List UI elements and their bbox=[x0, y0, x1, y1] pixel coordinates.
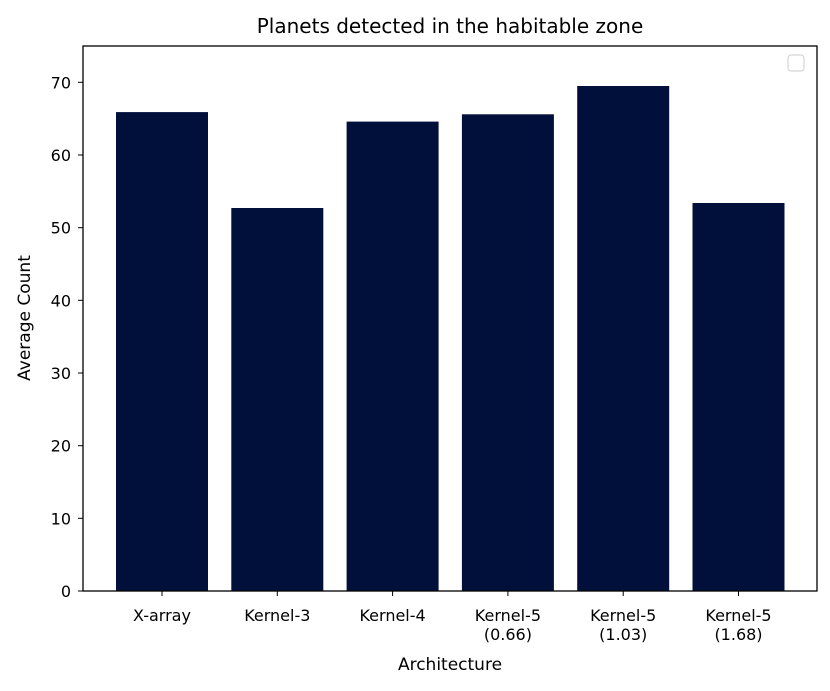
bar-5 bbox=[692, 203, 785, 591]
x-tick-label-5: Kernel-5 (1.68) bbox=[705, 606, 771, 644]
y-tick-label-2: 20 bbox=[51, 437, 71, 456]
x-tick-label-line: (1.03) bbox=[599, 625, 647, 644]
x-tick-label-line: X-array bbox=[133, 606, 191, 625]
y-tick-label-0: 0 bbox=[61, 582, 71, 601]
x-tick-label-line: Kernel-5 bbox=[590, 606, 656, 625]
y-tick-label-6: 60 bbox=[51, 146, 71, 165]
y-tick-label-3: 30 bbox=[51, 364, 71, 383]
y-axis-label: Average Count bbox=[15, 255, 35, 381]
legend-box bbox=[787, 54, 805, 72]
bars bbox=[116, 86, 785, 592]
bar-4 bbox=[577, 86, 670, 591]
x-tick-label-line: Kernel-5 bbox=[475, 606, 541, 625]
bar-3 bbox=[461, 114, 554, 592]
y-tick-label-1: 10 bbox=[51, 509, 71, 528]
x-axis-label: Architecture bbox=[398, 655, 502, 675]
x-tick-label-0: X-array bbox=[133, 606, 191, 625]
x-tick-label-4: Kernel-5 (1.03) bbox=[590, 606, 656, 644]
bar-0 bbox=[116, 112, 208, 591]
y-tick-label-5: 50 bbox=[51, 219, 71, 238]
x-tick-label-line: Kernel-4 bbox=[359, 606, 425, 625]
bar-2 bbox=[346, 121, 439, 591]
x-tick-label-line: Kernel-3 bbox=[244, 606, 310, 625]
bar-1 bbox=[231, 208, 324, 591]
chart-title: Planets detected in the habitable zone bbox=[257, 14, 644, 38]
x-tick-label-line: Kernel-5 bbox=[705, 606, 771, 625]
y-tick-label-4: 40 bbox=[51, 291, 71, 310]
y-tick-label-7: 70 bbox=[51, 73, 71, 92]
x-tick-label-line: (1.68) bbox=[714, 625, 762, 644]
x-tick-label-line: (0.66) bbox=[484, 625, 532, 644]
x-axis: X-array Kernel-3 Kernel-4 Kernel-5 (0.66)Ker… bbox=[133, 591, 772, 644]
x-tick-label-1: Kernel-3 bbox=[244, 606, 310, 625]
y-axis: 0 10 20 30 40 50 60 70 bbox=[51, 73, 83, 601]
plot-frame bbox=[82, 45, 818, 592]
x-tick-label-3: Kernel-5 (0.66) bbox=[475, 606, 541, 644]
x-tick-label-2: Kernel-4 bbox=[359, 606, 425, 625]
